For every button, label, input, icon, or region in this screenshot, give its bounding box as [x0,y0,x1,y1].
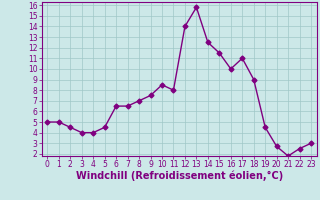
X-axis label: Windchill (Refroidissement éolien,°C): Windchill (Refroidissement éolien,°C) [76,171,283,181]
